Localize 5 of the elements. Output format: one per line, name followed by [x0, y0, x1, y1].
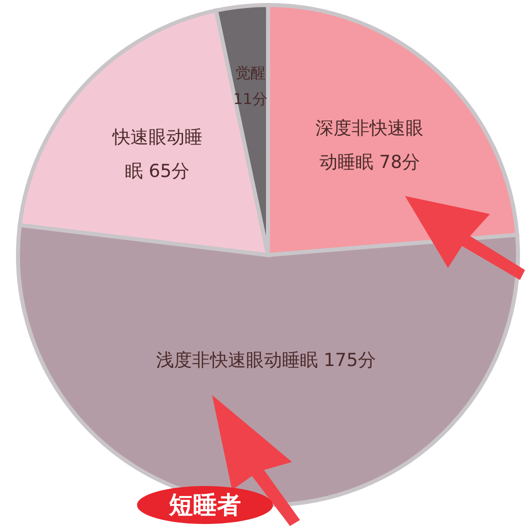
text: 短睡者: [169, 490, 241, 521]
slice-label: 快速眼动睡眠 65分: [111, 126, 202, 182]
slice-label: 浅度非快速眼动睡眠 175分: [156, 349, 376, 370]
slice-label: 深度非快速眼动睡眠 78分: [316, 117, 424, 172]
slice-label: 觉醒: [235, 64, 266, 82]
